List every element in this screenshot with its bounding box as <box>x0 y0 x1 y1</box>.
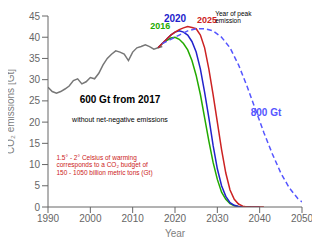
svg-text:600 Gt from 2017: 600 Gt from 2017 <box>80 94 161 105</box>
svg-text:30: 30 <box>29 74 41 85</box>
svg-text:2050: 2050 <box>291 213 312 224</box>
svg-text:2030: 2030 <box>206 213 229 224</box>
svg-text:2020: 2020 <box>164 13 187 24</box>
svg-text:1.5° - 2° Celsius of warmingco: 1.5° - 2° Celsius of warmingcorresponds … <box>56 154 152 177</box>
svg-text:40: 40 <box>29 32 41 43</box>
svg-text:800 Gt: 800 Gt <box>251 107 282 118</box>
svg-text:2016: 2016 <box>150 21 170 31</box>
svg-text:10: 10 <box>29 159 41 170</box>
svg-text:45: 45 <box>29 11 41 22</box>
svg-text:2010: 2010 <box>122 213 145 224</box>
svg-text:2020: 2020 <box>164 213 187 224</box>
svg-text:0: 0 <box>34 202 40 213</box>
svg-text:CO₂ emissions [Gt]: CO₂ emissions [Gt] <box>8 69 16 154</box>
svg-text:without net-negative emissions: without net-negative emissions <box>71 116 168 124</box>
svg-text:20: 20 <box>29 117 41 128</box>
svg-text:2025: 2025 <box>197 15 217 25</box>
svg-text:25: 25 <box>29 95 41 106</box>
svg-text:Year: Year <box>165 228 186 237</box>
svg-text:2040: 2040 <box>249 213 272 224</box>
svg-text:1990: 1990 <box>37 213 60 224</box>
svg-text:2000: 2000 <box>79 213 102 224</box>
svg-text:15: 15 <box>29 138 41 149</box>
svg-text:5: 5 <box>34 180 40 191</box>
svg-text:35: 35 <box>29 53 41 64</box>
svg-text:Year of peakemission: Year of peakemission <box>215 10 252 24</box>
